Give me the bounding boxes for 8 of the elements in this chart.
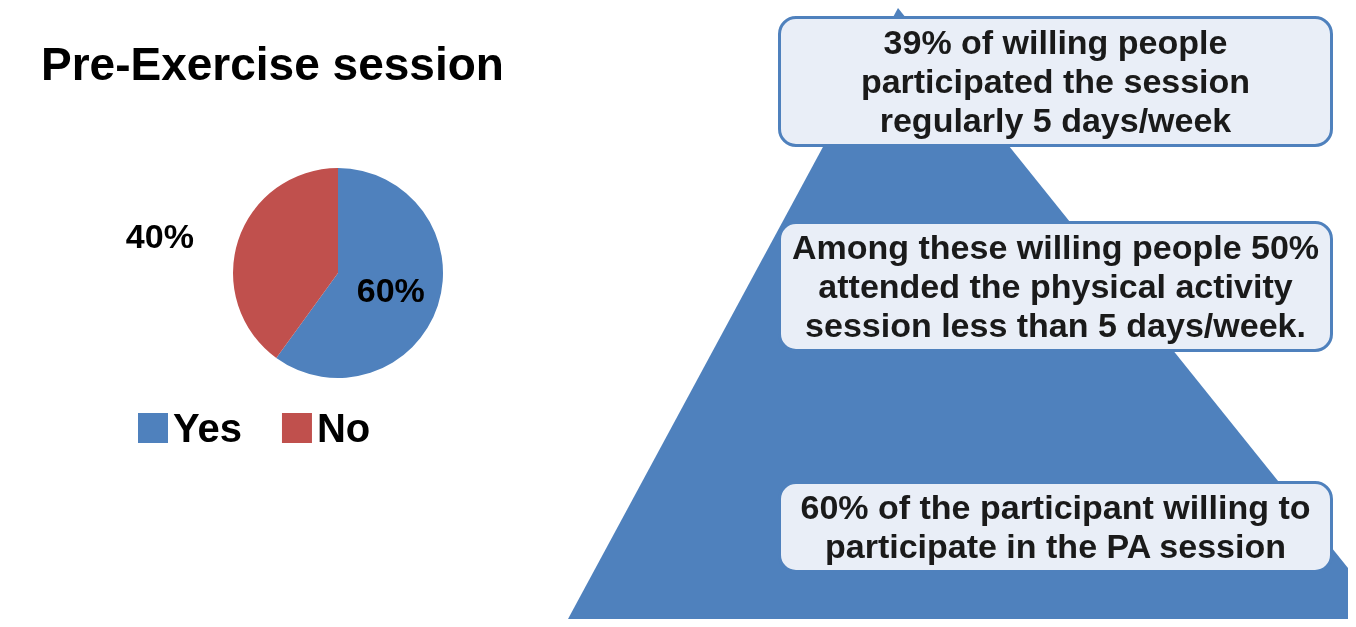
text: 39% of willing people participated the session regularly 5 days/week <box>778 16 1333 148</box>
legend-label: Yes <box>173 406 242 450</box>
legend-label: No <box>316 406 371 450</box>
data-label: 60% <box>356 271 425 310</box>
chart-title: Pre-Exercise session <box>41 38 504 90</box>
data-label: 40% <box>125 216 194 255</box>
text: 60% of the participant willing to participate in the PA session <box>778 481 1333 574</box>
text: Among these willing people 50% attended the physical activity session less than 5 days/week. <box>778 221 1333 353</box>
